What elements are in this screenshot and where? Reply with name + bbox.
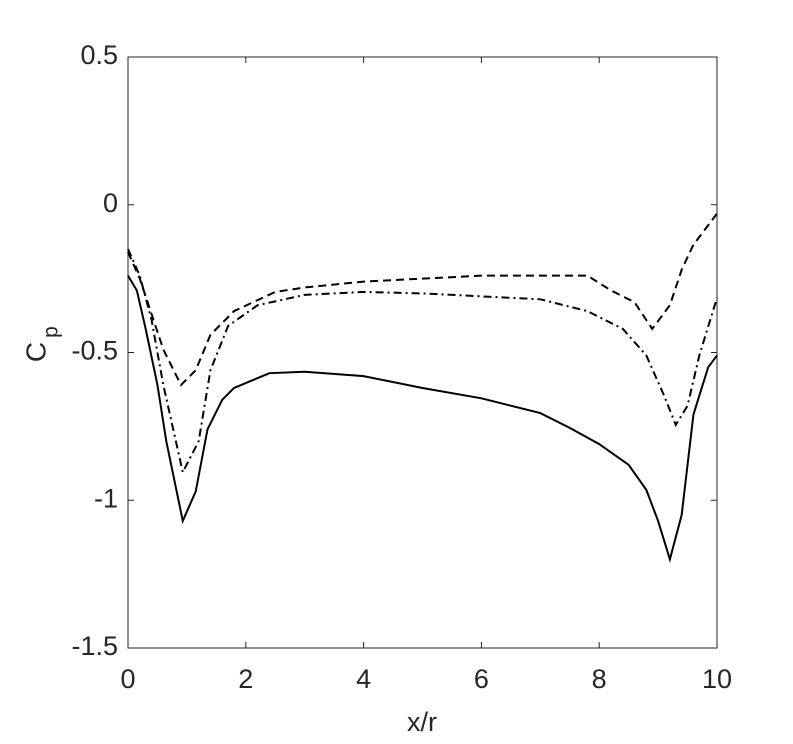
x-tick-label: 2: [238, 664, 253, 694]
x-tick-label: 10: [702, 664, 732, 694]
y-axis-label-group: C p: [20, 326, 62, 362]
y-tick-label: -1: [94, 483, 118, 513]
y-tick-label: 0: [103, 188, 118, 218]
x-tick-label: 0: [120, 664, 135, 694]
plot-frame: [127, 56, 718, 649]
series-line: [127, 248, 718, 476]
series-line: [127, 213, 718, 387]
x-tick-label: 4: [356, 664, 371, 694]
x-tick-label: 8: [592, 664, 607, 694]
x-axis-label: x/r: [407, 707, 437, 737]
y-axis-label-subscript: p: [40, 326, 63, 338]
y-tick-label: -1.5: [71, 631, 118, 661]
series-line: [127, 275, 718, 563]
x-tick-label: 6: [474, 664, 489, 694]
y-axis-label: C: [20, 342, 51, 362]
y-tick-label: 0.5: [80, 40, 118, 70]
y-tick-label: -0.5: [71, 336, 118, 366]
